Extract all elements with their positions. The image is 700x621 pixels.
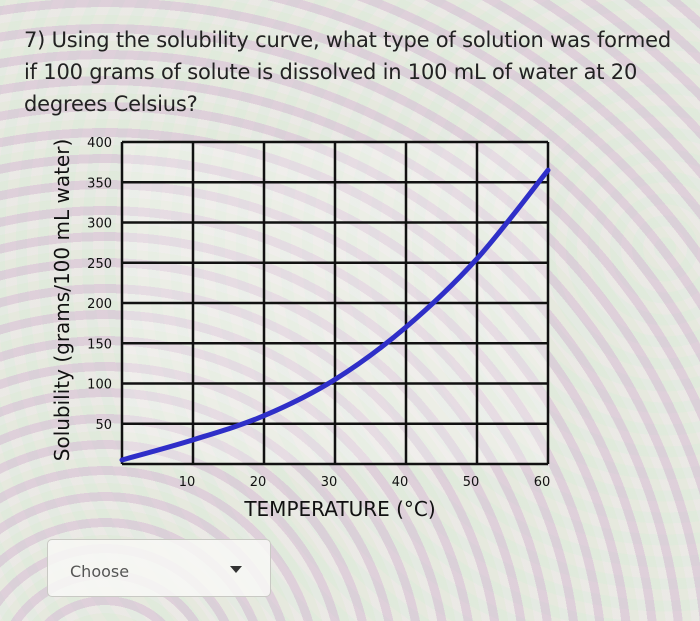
chart-series <box>119 167 551 463</box>
y-tick-label: 250 <box>87 257 112 272</box>
answer-dropdown[interactable]: Choose <box>47 539 271 597</box>
y-tick-label: 100 <box>87 378 112 393</box>
y-tick-label: 50 <box>95 418 112 433</box>
y-tick-label: 200 <box>87 297 112 312</box>
answer-dropdown-placeholder: Choose <box>70 562 130 581</box>
x-tick-labels: 10 20 30 40 50 60 <box>179 475 551 490</box>
y-tick-label: 150 <box>87 337 112 352</box>
y-tick-labels: 50 100 150 200 250 300 350 400 <box>87 136 112 433</box>
x-tick-label: 10 <box>179 475 196 490</box>
x-tick-label: 20 <box>250 475 267 490</box>
y-tick-label: 300 <box>87 217 112 232</box>
chart-grid <box>120 140 550 466</box>
y-axis-label: Solubility (grams/100 mL water) <box>50 139 74 461</box>
question-text: 7) Using the solubility curve, what type… <box>24 28 671 116</box>
solubility-curve <box>119 167 551 463</box>
x-tick-label: 50 <box>463 475 480 490</box>
y-tick-label: 400 <box>87 136 112 151</box>
x-tick-label: 60 <box>534 475 551 490</box>
y-tick-label: 350 <box>87 176 112 191</box>
x-tick-label: 40 <box>392 475 409 490</box>
x-axis-label: TEMPERATURE (°C) <box>243 497 435 521</box>
chevron-down-icon <box>230 566 242 573</box>
x-tick-label: 30 <box>321 475 338 490</box>
